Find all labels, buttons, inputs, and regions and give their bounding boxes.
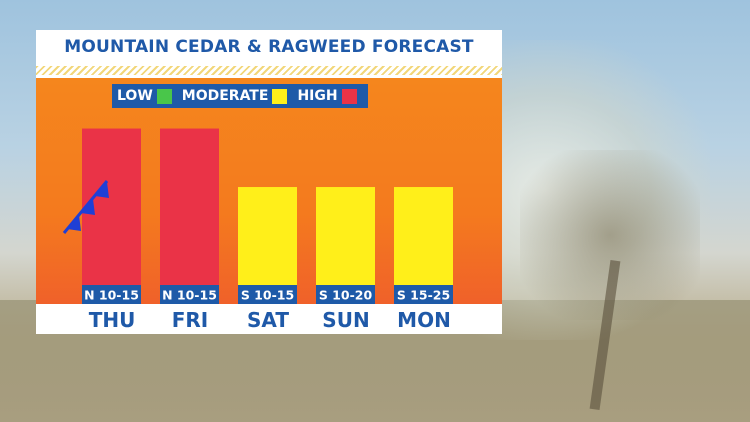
bar-sat xyxy=(238,187,297,304)
plot-area: N 10-15 N 10-15 S 10-15 S 10-20 S 15-25 LOW … xyxy=(36,78,502,304)
bar-fri xyxy=(160,128,219,304)
wind-label-text: S 15-25 xyxy=(397,288,450,303)
title-divider xyxy=(36,66,502,75)
legend-swatch-moderate xyxy=(272,88,288,104)
cold-front-icon xyxy=(62,180,109,234)
legend-label-moderate: MODERATE xyxy=(181,88,269,104)
day-label-sun: SUN xyxy=(322,308,370,332)
front-triangle xyxy=(67,215,81,231)
day-labels: THU FRI SAT SUN MON xyxy=(36,307,502,334)
legend-swatch-high xyxy=(341,88,357,104)
wind-label-mon: S 15-25 xyxy=(394,285,453,304)
front-triangle xyxy=(95,182,109,198)
chart-title: MOUNTAIN CEDAR & RAGWEED FORECAST xyxy=(64,37,474,57)
wind-label-text: S 10-20 xyxy=(319,288,373,303)
day-label-mon: MON xyxy=(397,308,451,332)
wind-label-fri: N 10-15 xyxy=(160,285,219,304)
wind-label-box xyxy=(82,285,141,304)
legend-swatch-low xyxy=(156,88,172,104)
wind-label-thu: N 10-15 xyxy=(82,285,141,304)
wind-label-box xyxy=(316,285,375,304)
wind-label-box xyxy=(238,285,297,304)
wind-label-box xyxy=(160,285,219,304)
wind-label-text: N 10-15 xyxy=(84,288,139,303)
bar-mon xyxy=(394,187,453,304)
legend: LOW MODERATE HIGH xyxy=(112,84,368,108)
day-label-sat: SAT xyxy=(247,308,289,332)
legend-label-high: HIGH xyxy=(297,88,338,104)
wind-label-sat: S 10-15 xyxy=(238,285,297,304)
day-label-thu: THU xyxy=(88,308,136,332)
wind-label-text: N 10-15 xyxy=(162,288,217,303)
front-triangle xyxy=(81,199,95,215)
wind-label-sun: S 10-20 xyxy=(316,285,375,304)
bar-thu xyxy=(82,128,141,304)
bar-sun xyxy=(316,187,375,304)
bar-chart: N 10-15 N 10-15 S 10-15 S 10-20 S 15-25 xyxy=(62,128,453,304)
legend-label-low: LOW xyxy=(117,88,153,104)
wind-label-text: S 10-15 xyxy=(241,288,294,303)
wind-label-box xyxy=(394,285,453,304)
day-label-fri: FRI xyxy=(171,308,209,332)
forecast-panel: MOUNTAIN CEDAR & RAGWEED FORECAST N 10-1… xyxy=(36,30,502,334)
